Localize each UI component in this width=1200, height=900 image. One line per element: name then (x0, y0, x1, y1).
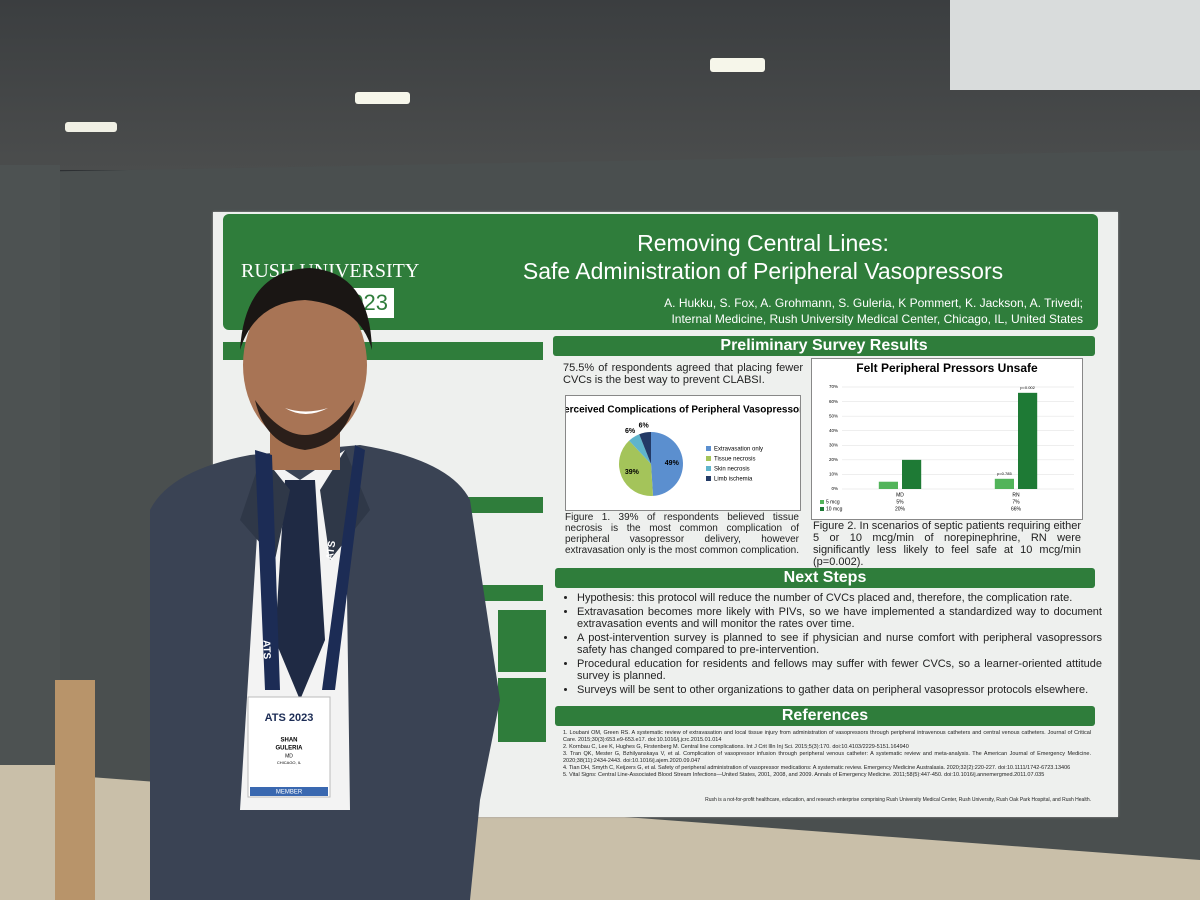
figure-box: Felt Peripheral Pressors Unsafe 0% 10% 20% 3… (811, 358, 1083, 520)
poster: RUSH UNIVERSITY 2023 Removing Central Li… (213, 212, 1118, 817)
face (243, 285, 367, 445)
data-label: 39% (625, 469, 640, 476)
affiliation: Internal Medicine, Rush University Medic… (671, 312, 1083, 326)
y-tick-label: 10% (829, 472, 838, 477)
protocol-box (498, 610, 546, 672)
footer: Rush is a not-for-profit healthcare, edu… (705, 797, 1091, 803)
pie-slice (619, 440, 654, 496)
legend-label: 10 mcg (826, 506, 843, 512)
member-strip (250, 787, 328, 796)
data-label: 6% (625, 428, 636, 435)
x-tick-label: RN (1012, 492, 1020, 498)
badge-event: ATS 2023 (265, 712, 314, 724)
ceiling-light (355, 92, 410, 104)
chart-title: Perceived Complications of Peripheral Va… (566, 405, 800, 416)
pie-slice (629, 434, 651, 464)
legend-label: Tissue necrosis (714, 457, 755, 463)
ceiling-light (710, 58, 765, 72)
poster-title: Safe Administration of Peripheral Vasopr… (522, 258, 1004, 284)
table-value: 20% (895, 506, 906, 512)
bar (878, 481, 898, 489)
section-banner: Next Steps (555, 568, 1095, 588)
figure-box: Perceived Complications of Peripheral Va… (557, 395, 809, 511)
y-tick-label: 0% (831, 486, 838, 491)
annotation: p=0.002 (1020, 385, 1035, 390)
y-tick-label: 60% (829, 399, 838, 404)
legend-swatch (706, 476, 711, 481)
x-tick-label: MD (896, 492, 904, 498)
next-step: A post-intervention survey is planned to… (577, 632, 1102, 656)
table-value: 7% (1012, 499, 1020, 505)
next-step: Hypothesis: this protocol will reduce th… (577, 592, 1102, 604)
board-side (0, 165, 60, 765)
legend-label: Extravasation only (714, 447, 763, 453)
smile (285, 408, 328, 414)
bar (902, 459, 922, 489)
y-tick-label: 20% (829, 457, 838, 462)
badge-degree: MD (285, 753, 293, 759)
reference: 3. Tran QK, Mester G, Bzhilyanskaya V, e… (563, 751, 1091, 764)
reference: 1. Loubani OM, Green RS. A systematic re… (563, 730, 1091, 743)
next-steps: Hypothesis: this protocol will reduce th… (563, 592, 1102, 698)
badge-last-name: GULERIA (276, 746, 304, 752)
chart-title: Felt Peripheral Pressors Unsafe (856, 361, 1038, 375)
tube (55, 680, 95, 900)
figure-caption: Figure 1. 39% of respondents believed ti… (565, 512, 799, 556)
beard (255, 400, 355, 450)
tie (275, 480, 325, 700)
y-tick-label: 30% (829, 442, 838, 447)
reference: 2. Kornbau C, Lee K, Hughes G, Firstenbe… (563, 744, 909, 750)
y-tick-label: 70% (829, 384, 838, 389)
ceiling-light (65, 122, 117, 132)
pie-slice (651, 432, 684, 496)
badge-city: CHICAGO, IL (277, 760, 302, 765)
y-tick-label: 40% (829, 428, 838, 433)
wall (950, 0, 1200, 90)
badge-member: MEMBER (276, 790, 303, 796)
y-tick-label: 50% (829, 413, 838, 418)
bar (1018, 392, 1038, 489)
poster-title: Removing Central Lines: (637, 230, 889, 256)
badge (247, 696, 331, 798)
data-label: 49% (665, 460, 680, 467)
lanyard (255, 445, 365, 690)
hair (240, 268, 372, 350)
legend-swatch (820, 500, 824, 504)
section-banner: References (555, 706, 1095, 726)
next-step: Extravasation becomes more likely with P… (577, 606, 1102, 630)
legend-swatch (706, 456, 711, 461)
protocol-box (498, 678, 546, 742)
reference: 5. Vital Signs: Central Line-Associated … (563, 772, 1045, 778)
annotation: p=0.785 (997, 471, 1012, 476)
section-banner: Preliminary Survey Results (553, 336, 1095, 356)
legend-swatch (706, 446, 711, 451)
legend-swatch (706, 466, 711, 471)
legend-swatch (820, 507, 824, 511)
data-label: 6% (639, 423, 650, 430)
legend-label: 5 mcg (826, 499, 840, 505)
next-step: Surveys will be sent to other organizati… (577, 684, 1102, 696)
pie-slice (639, 432, 651, 464)
figure-caption: Figure 2. In scenarios of septic patient… (813, 520, 1081, 568)
lanyard-text: ATS (260, 640, 272, 660)
table-value: 66% (1011, 506, 1022, 512)
legend-label: Skin necrosis (714, 467, 750, 473)
bar (994, 478, 1014, 489)
badge-first-name: SHAN (280, 738, 297, 744)
results-bullet: 75.5% of respondents agreed that placing… (563, 362, 803, 386)
next-step: Procedural education for residents and f… (577, 658, 1102, 682)
bar-chart: Felt Peripheral Pressors Unsafe 0% 10% 20% 3… (820, 361, 1074, 512)
authors: A. Hukku, S. Fox, A. Grohmann, S. Guleri… (664, 296, 1083, 310)
lanyard-text: ATS (325, 540, 339, 561)
reference: 4. Tian DH, Smyth C, Keijzers G, et al. … (563, 765, 1071, 771)
table-value: 5% (896, 499, 904, 505)
pie-chart: Perceived Complications of Peripheral Va… (557, 405, 809, 496)
legend-label: Limb ischemia (714, 477, 753, 483)
references: 1. Loubani OM, Green RS. A systematic re… (563, 730, 1091, 779)
